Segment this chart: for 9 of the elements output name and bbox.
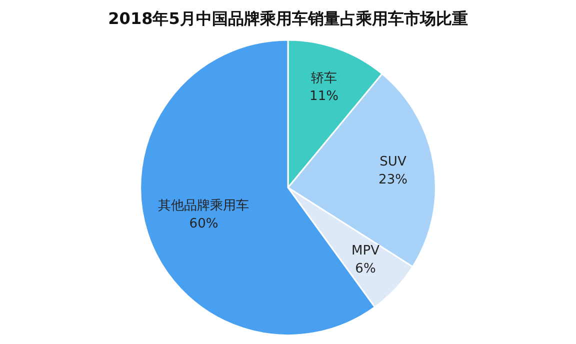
slice-label: 其他品牌乘用车 (158, 198, 250, 214)
data-label: 60% (189, 216, 218, 232)
data-label: 11% (310, 88, 338, 104)
chart-title: 2018年5月中国品牌乘用车销量占乘用车市场比重 (108, 8, 468, 28)
slice-label: 轿车 (311, 70, 338, 86)
data-label: 23% (378, 172, 408, 188)
slice-label: SUV (380, 154, 406, 170)
slice-label: MPV (352, 244, 380, 259)
data-label: 6% (355, 262, 376, 277)
